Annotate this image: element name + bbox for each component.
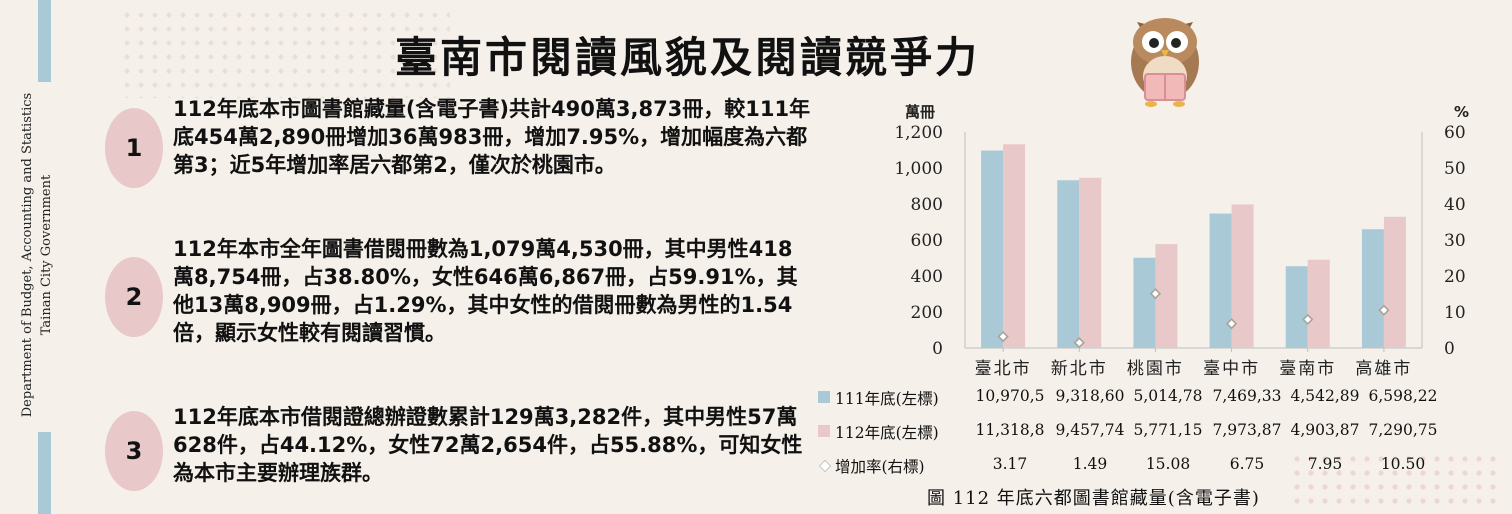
table-cell: 3.17 (992, 455, 1028, 473)
table-cell: 6.75 (1229, 455, 1265, 473)
table-cell: 1.49 (1072, 455, 1108, 473)
bar-112-1 (1003, 144, 1026, 348)
government-name: Tainan City Government (39, 174, 54, 336)
y-tick-label-right: 10 (1444, 303, 1466, 323)
department-label: Department of Budget, Accounting and Sta… (18, 90, 78, 420)
decorative-dots-bottom (1290, 452, 1500, 508)
bar-111-2 (1057, 180, 1080, 348)
point-2: 2 112年本市全年圖書借閱冊數為1,079萬4,530冊，其中男性418萬8,… (105, 235, 815, 375)
bar-111-4 (1209, 213, 1232, 348)
bar-111-6 (1361, 229, 1384, 348)
y-axis-right-title: % (1454, 103, 1469, 121)
x-tick-label: 新北市 (1051, 359, 1108, 379)
owl-reading-icon (1131, 18, 1199, 107)
rate-point-2 (1073, 337, 1085, 349)
table-cell: 7.95 (1307, 455, 1343, 473)
legend-swatch (818, 425, 830, 437)
table-cell: 7,290,75 (1368, 421, 1438, 439)
y-tick-label-left: 800 (911, 195, 943, 215)
point-text: 112年底本市圖書館藏量(含電子書)共計490萬3,873冊，較111年底454… (173, 97, 811, 177)
y-tick-label-right: 60 (1444, 123, 1466, 143)
rate-point-4 (1225, 318, 1238, 330)
library-holdings-chart: 0 200 400 600 800 1,000 1,200 0 10 20 30 40 50 60 萬冊 % 臺… (895, 103, 1469, 379)
bar-112-3 (1155, 244, 1178, 348)
rate-point-3 (1149, 288, 1162, 300)
legend-swatch (818, 391, 830, 403)
chart-caption: 圖 112 年底六都圖書館藏量(含電子書) (927, 488, 1260, 509)
y-tick-label-left: 1,200 (895, 123, 943, 143)
x-tick-label: 臺南市 (1279, 359, 1336, 379)
y-tick-label-left: 0 (932, 339, 943, 359)
table-cell: 10,970,5 (975, 387, 1045, 405)
bar-112-6 (1383, 216, 1406, 348)
point-number-badge: 1 (105, 108, 163, 188)
decorative-dots-top (120, 8, 450, 98)
bar-111-5 (1285, 266, 1308, 348)
point-text: 112年底本市借閱證總辦證數累計129萬3,282件，其中男性57萬628件，占… (173, 405, 803, 485)
point-number-badge: 3 (105, 411, 163, 491)
decorative-bar-top (38, 0, 51, 82)
table-cell: 15.08 (1145, 455, 1191, 473)
y-tick-label-left: 400 (911, 267, 943, 287)
y-tick-label-left: 1,000 (895, 159, 943, 179)
x-tick-label: 臺北市 (975, 359, 1032, 379)
legend-label: 112年底(左標) (835, 424, 939, 442)
table-cell: 9,457,74 (1055, 421, 1125, 439)
point-text: 112年本市全年圖書借閱冊數為1,079萬4,530冊，其中男性418萬8,75… (173, 237, 798, 345)
rate-point-5 (1302, 313, 1314, 326)
legend-swatch (819, 460, 831, 472)
table-cell: 5,771,15 (1133, 421, 1203, 439)
table-cell: 4,542,89 (1290, 387, 1360, 405)
point-number-badge: 2 (105, 257, 163, 337)
x-tick-label: 高雄市 (1355, 359, 1412, 379)
table-cell: 10.50 (1380, 455, 1426, 473)
y-axis-left-title: 萬冊 (905, 103, 935, 121)
y-tick-label-right: 0 (1444, 339, 1455, 359)
bar-111-3 (1133, 257, 1156, 348)
table-cell: 11,318,8 (975, 421, 1045, 439)
table-cell: 5,014,78 (1133, 387, 1203, 405)
legend-row-1: 111年底(左標) 10,970,5 9,318,60 5,014,78 7,469,3… (815, 383, 1512, 413)
point-3: 3 112年底本市借閱證總辦證數累計129萬3,282件，其中男性57萬628件… (105, 403, 815, 493)
y-tick-label-left: 200 (911, 303, 943, 323)
table-cell: 9,318,60 (1055, 387, 1125, 405)
y-tick-label-left: 600 (911, 231, 943, 251)
y-tick-label-right: 40 (1444, 195, 1466, 215)
table-cell: 6,598,22 (1368, 387, 1438, 405)
legend-label: 111年底(左標) (835, 390, 939, 408)
table-cell: 4,903,87 (1290, 421, 1360, 439)
bar-111-1 (981, 150, 1004, 348)
x-tick-label: 臺中市 (1203, 359, 1260, 379)
bar-112-5 (1307, 259, 1330, 348)
y-tick-label-right: 50 (1444, 159, 1466, 179)
y-tick-label-right: 30 (1444, 231, 1466, 251)
department-name: Department of Budget, Accounting and Sta… (20, 92, 35, 418)
point-1: 1 112年底本市圖書館藏量(含電子書)共計490萬3,873冊，較111年底4… (105, 95, 815, 195)
table-cell: 7,469,33 (1212, 387, 1282, 405)
y-tick-label-right: 20 (1444, 267, 1466, 287)
rate-point-6 (1378, 304, 1390, 316)
table-cell: 7,973,87 (1212, 421, 1282, 439)
x-tick-label: 桃園市 (1127, 359, 1184, 379)
legend-row-2: 112年底(左標) 11,318,8 9,457,74 5,771,15 7,973,8… (815, 417, 1512, 447)
legend-label: 增加率(右標) (835, 458, 925, 476)
decorative-bar-bottom (38, 432, 51, 514)
bar-112-4 (1231, 204, 1254, 348)
legend-row-3: 增加率(右標) 3.17 1.49 15.08 6.75 7.95 10.50 (815, 451, 1512, 481)
bar-112-2 (1079, 177, 1102, 348)
rate-point-1 (997, 330, 1009, 343)
page-title: 臺南市閱讀風貌及閱讀競爭力 (395, 33, 981, 82)
